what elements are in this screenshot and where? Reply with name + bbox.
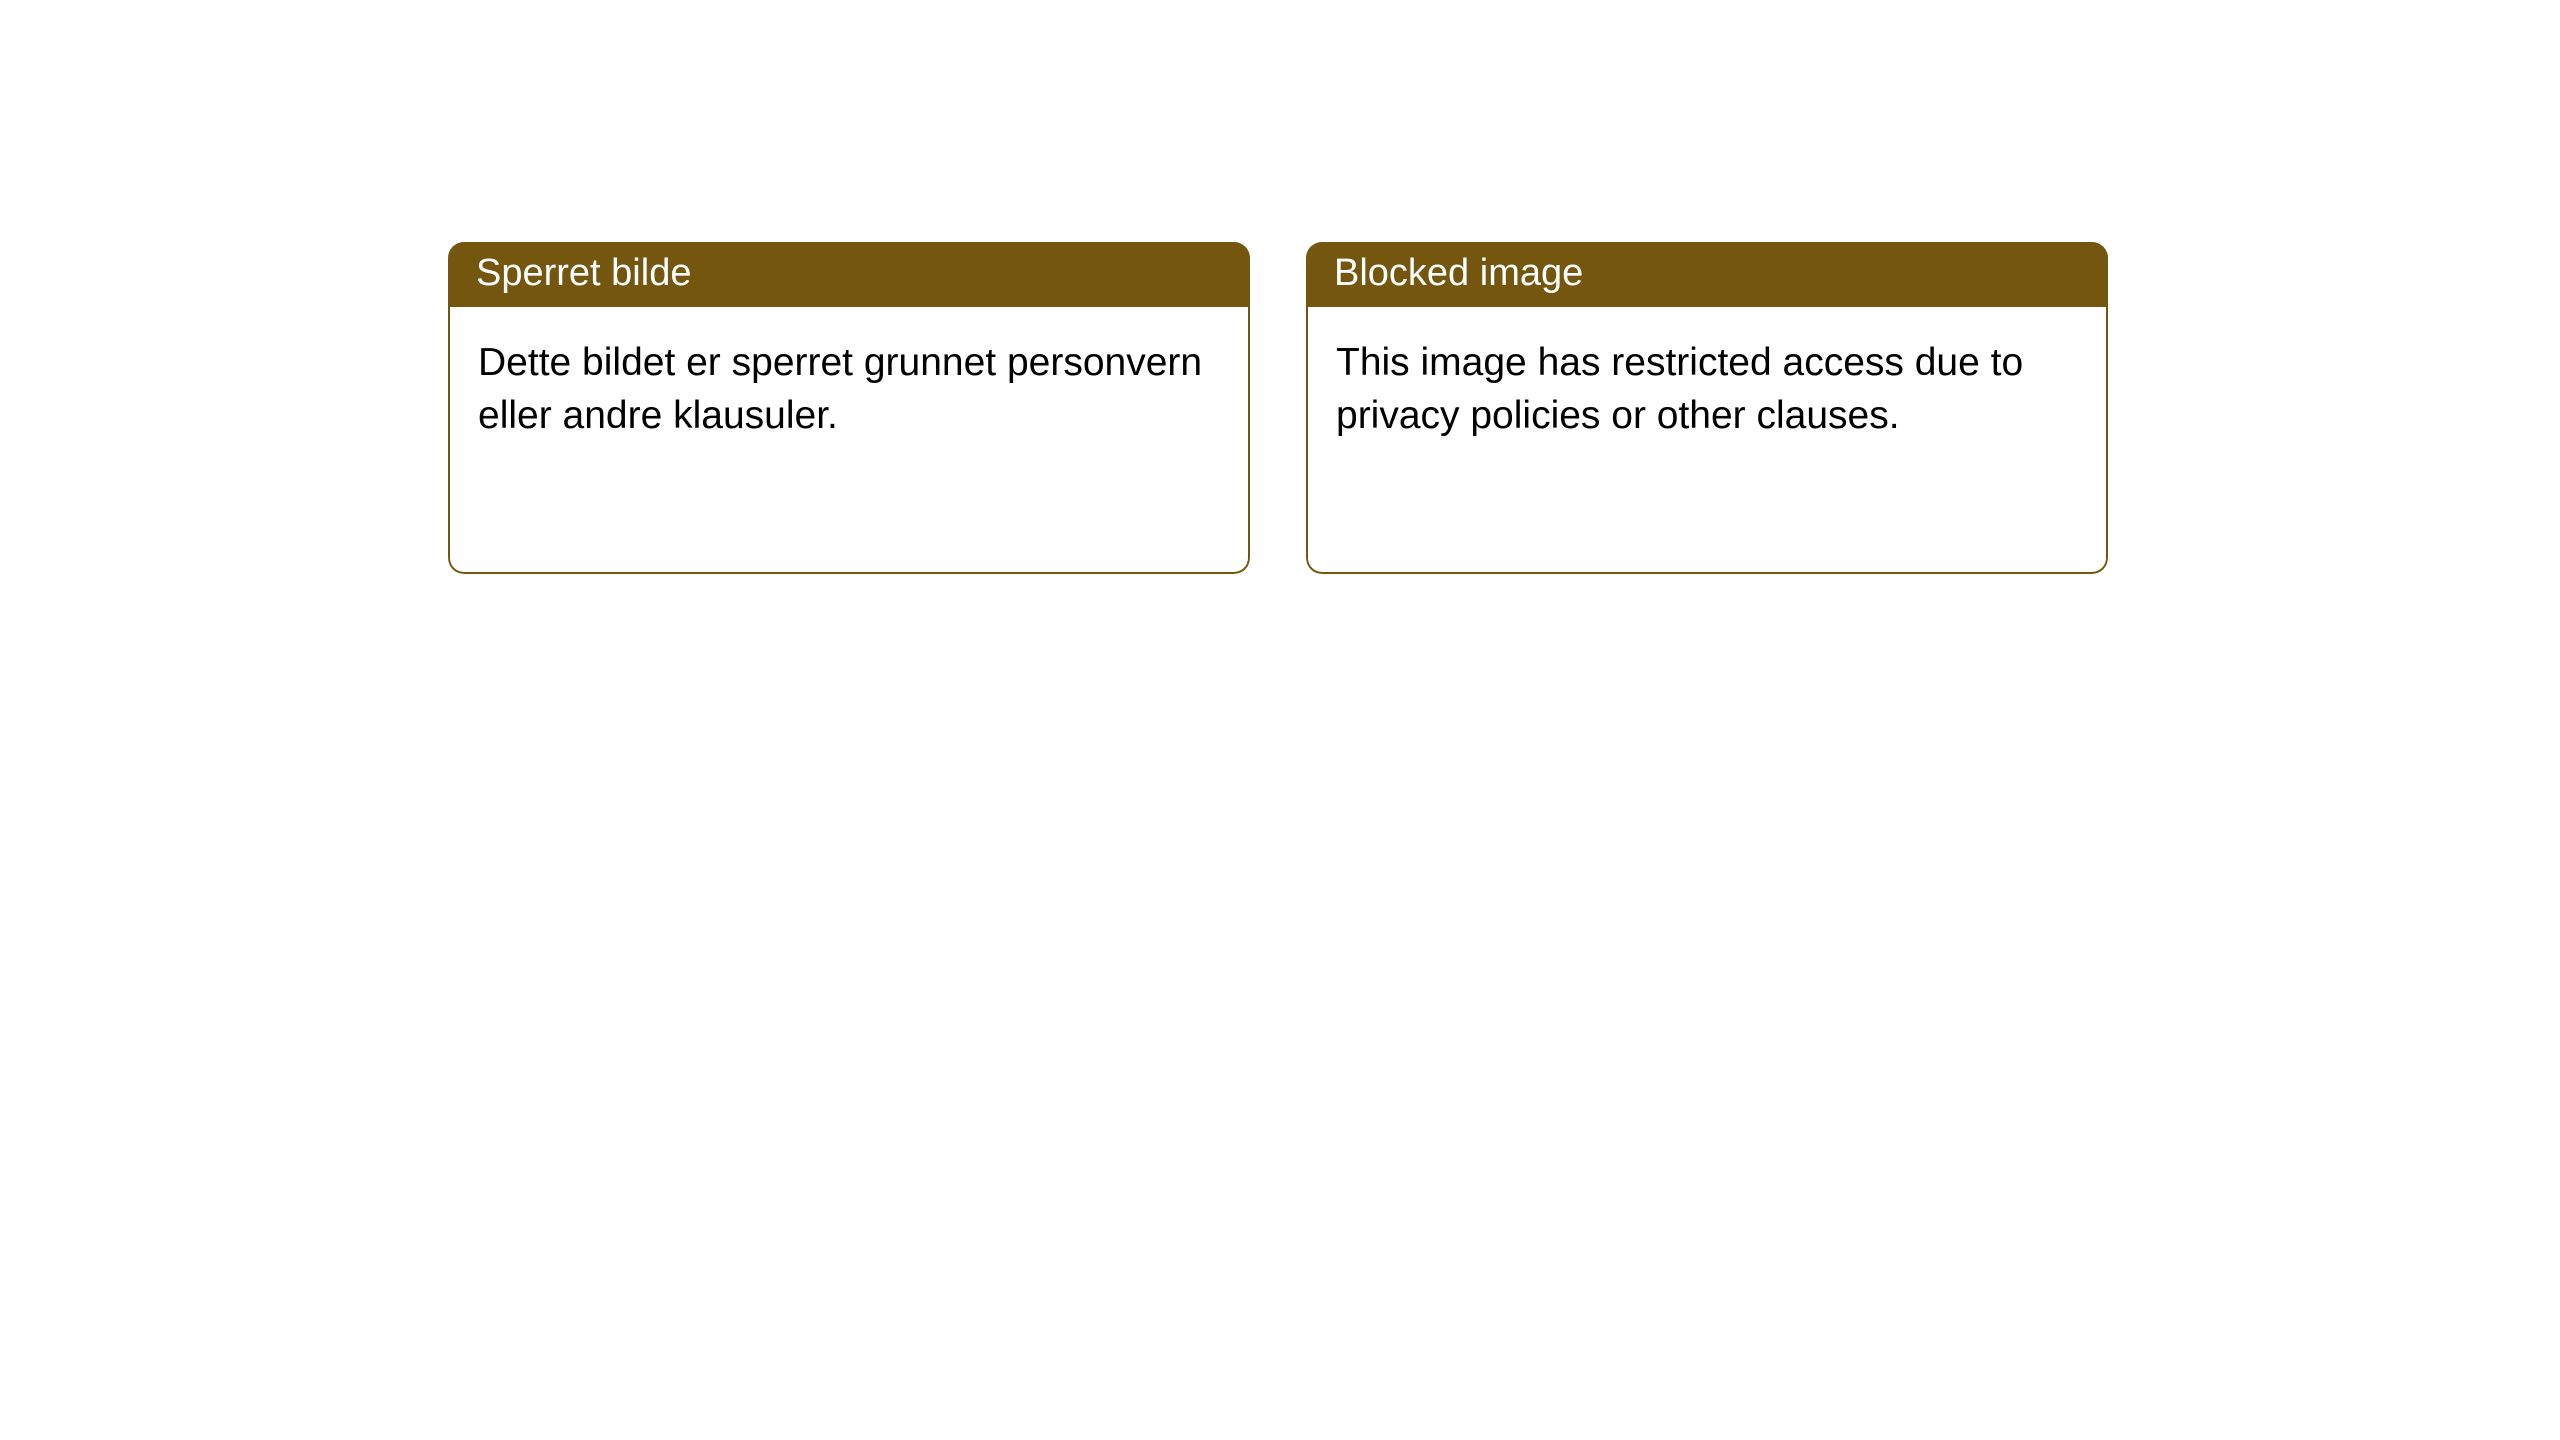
notice-header: Blocked image [1306, 242, 2108, 307]
notice-card-norwegian: Sperret bilde Dette bildet er sperret gr… [448, 242, 1250, 574]
notice-header: Sperret bilde [448, 242, 1250, 307]
notice-card-english: Blocked image This image has restricted … [1306, 242, 2108, 574]
notice-body: Dette bildet er sperret grunnet personve… [448, 307, 1250, 574]
notice-body: This image has restricted access due to … [1306, 307, 2108, 574]
notice-container: Sperret bilde Dette bildet er sperret gr… [448, 242, 2108, 574]
